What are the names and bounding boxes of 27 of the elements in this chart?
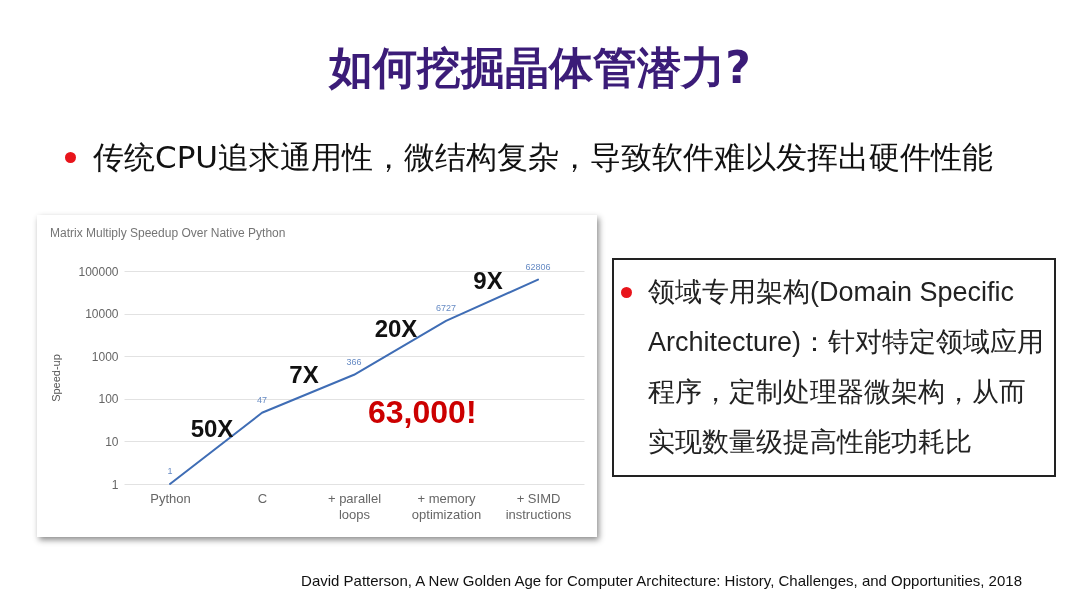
text: Matrix Multiply Speedup Over Native Python [50,226,286,240]
data-label: 47 [256,394,268,405]
x-tick-label: + memory optimization [411,490,482,522]
x-tick-label: + parallel loops [327,490,382,522]
annotation: 7X [289,360,319,388]
annotation: 20X [374,314,418,342]
text: 领域专用架构(Domain Specific Architecture)：针对特定领域应用程序，定制处理器微架构，从而实现数量级提高性能功耗比 [648,276,1046,459]
data-label: 6727 [435,302,457,313]
y-tick-label: 1000 [91,349,119,364]
data-label: 366 [346,356,362,367]
data-label: 1 [167,466,173,476]
y-tick-label: 100000 [78,264,119,279]
y-tick-label: 1 [111,477,119,492]
y-axis-title: Speed-up [50,354,63,402]
text: David Patterson, A New Golden Age for Computer Architecture: History, Challenges, and Opportunities, 2018 [301,572,1022,589]
y-tick-label: 10 [105,434,119,449]
x-tick-label: + SIMD instructions [505,490,572,522]
x-tick-label: C [257,490,268,506]
data-label: 62806 [525,261,551,272]
annotation: 50X [190,415,234,443]
chart-title: 如何挖掘晶体管潜力? [327,41,752,95]
chart-subtitle: 传统CPU追求通用性，微结构复杂，导致软件难以发挥出硬件性能 [93,138,994,177]
annotation: 9X [473,267,503,295]
x-tick-label: Python [150,490,191,506]
annotation: 63,000! [368,394,477,431]
y-tick-label: 100 [98,392,119,407]
y-tick-label: 10000 [85,307,119,322]
